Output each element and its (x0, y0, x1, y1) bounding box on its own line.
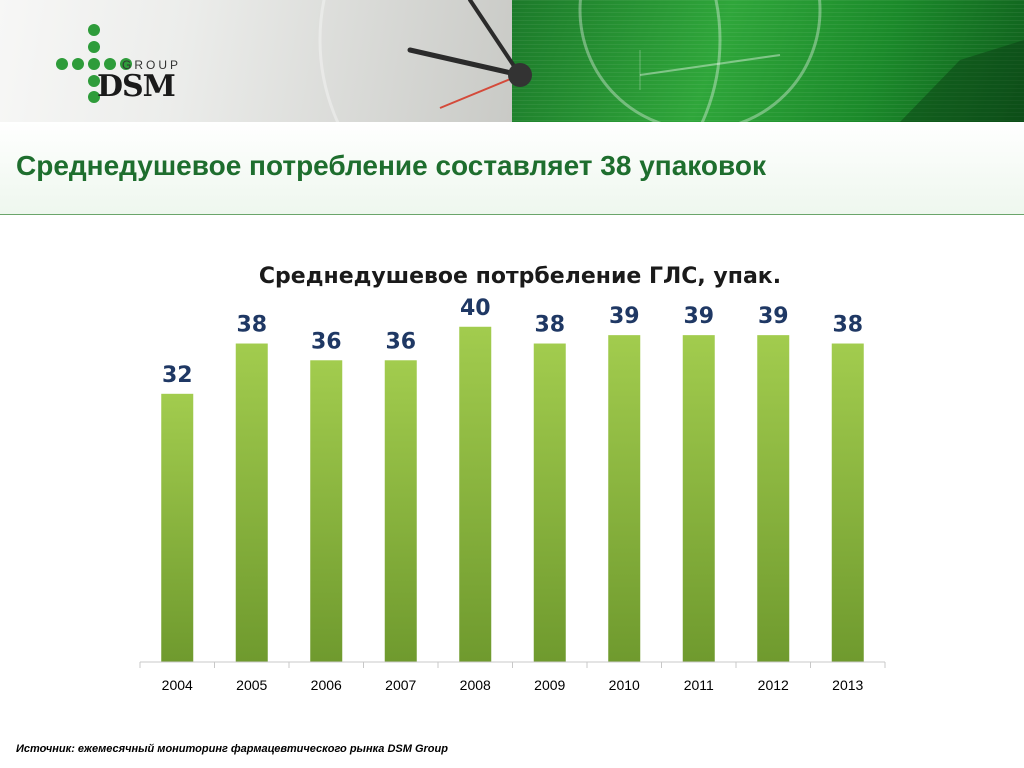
page-title: Среднедушевое потребление составляет 38 … (16, 150, 766, 181)
bar-2008 (459, 326, 492, 662)
x-tick-label-2012: 2012 (758, 677, 789, 693)
bar-2010 (608, 335, 641, 662)
bar-chart: Среднедушевое потрбеление ГЛС, упак. 323… (139, 264, 886, 693)
bar-2009 (533, 343, 566, 662)
x-tick-label-2007: 2007 (385, 677, 416, 693)
bar-2012 (757, 335, 790, 662)
clock-decoration (318, 0, 1024, 122)
bar-group (161, 326, 864, 662)
data-label-2009: 38 (534, 313, 565, 338)
banner-photo-left (0, 0, 512, 122)
x-tick-group: 2004 2005 2006 2007 2008 2009 2010 2011 2012 2013 (139, 662, 886, 693)
bar-2005 (235, 343, 268, 662)
bar-2004 (161, 393, 194, 662)
title-band (0, 122, 1024, 215)
x-tick-label-2010: 2010 (609, 677, 640, 693)
x-tick-label-2004: 2004 (162, 677, 193, 693)
data-label-2012: 39 (758, 304, 789, 329)
logo-group-text: GROUP (122, 58, 182, 72)
x-tick-label-2008: 2008 (460, 677, 491, 693)
dsm-group-logo (56, 24, 206, 104)
bar-2007 (384, 360, 417, 662)
x-tick-label-2009: 2009 (534, 677, 565, 693)
source-note: Источник: ежемесячный мониторинг фармаце… (16, 743, 448, 755)
logo-cross-icon (56, 24, 132, 103)
data-label-2011: 39 (683, 304, 714, 329)
data-label-2005: 38 (236, 313, 267, 338)
header-banner (0, 0, 1024, 122)
data-label-2004: 32 (162, 363, 193, 388)
data-label-2007: 36 (385, 329, 416, 354)
data-label-2006: 36 (311, 329, 342, 354)
data-label-2013: 38 (832, 313, 863, 338)
bar-2011 (682, 335, 715, 662)
data-label-2010: 39 (609, 304, 640, 329)
banner-photo-right (512, 0, 1024, 122)
data-label-group: 32 38 36 36 40 38 39 39 39 38 (162, 296, 863, 388)
x-tick-label-2013: 2013 (832, 677, 863, 693)
x-tick-label-2005: 2005 (236, 677, 267, 693)
x-tick-label-2006: 2006 (311, 677, 342, 693)
bar-2006 (310, 360, 343, 662)
x-tick-label-2011: 2011 (684, 677, 714, 693)
logo-brand-text: DSM (97, 69, 176, 104)
bar-2013 (831, 343, 864, 662)
data-label-2008: 40 (460, 296, 491, 321)
chart-title: Среднедушевое потрбеление ГЛС, упак. (259, 264, 781, 289)
